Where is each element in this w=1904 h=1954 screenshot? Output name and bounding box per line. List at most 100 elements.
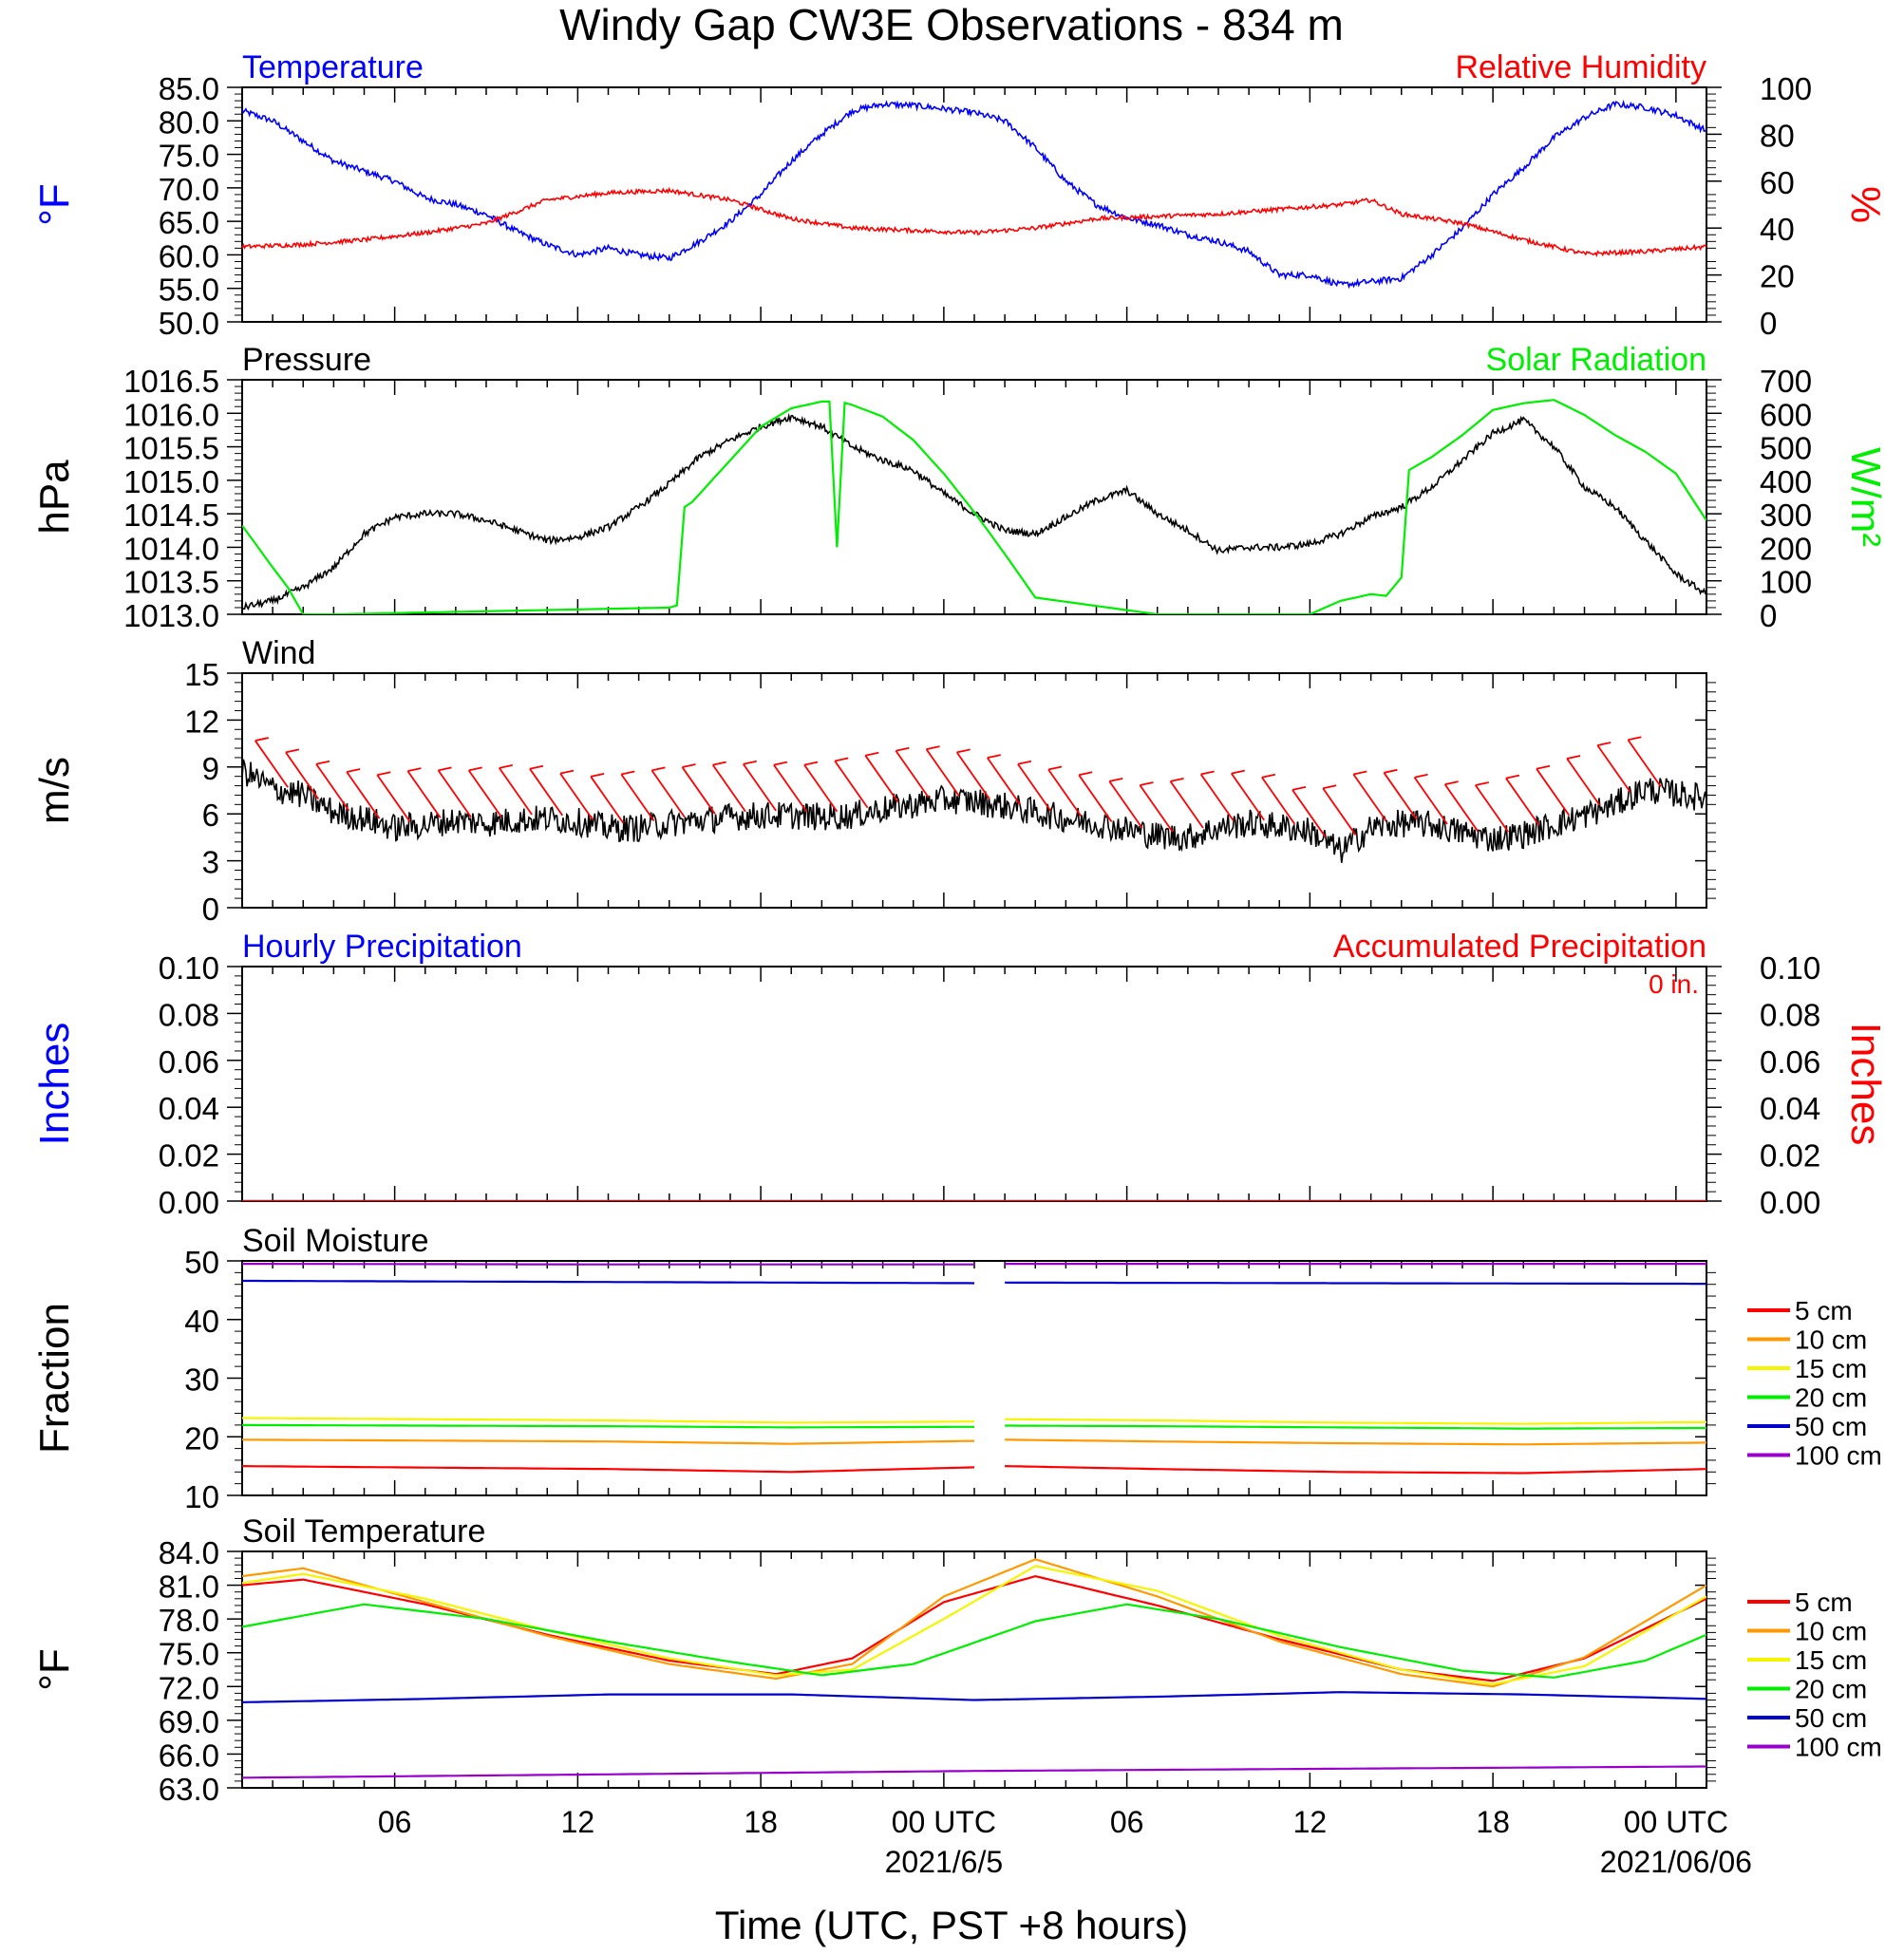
wind-barb-flag <box>1597 742 1612 746</box>
wind-barb-flag <box>468 766 482 772</box>
y-tick-label-left: 60.0 <box>159 238 219 273</box>
panel-6: 84.081.078.075.072.069.066.063.0 Soil Tem… <box>31 1513 1882 1807</box>
wind-barb <box>1291 789 1327 837</box>
wind-barb-flag <box>1353 770 1367 776</box>
y-tick-label-right: 0 <box>1760 306 1777 341</box>
panel-title-left: Hourly Precipitation <box>242 929 522 965</box>
legend-label: 15 cm <box>1795 1645 1867 1675</box>
panel-title-left: Temperature <box>242 49 424 85</box>
y-axis-label-left: Inches <box>31 1023 78 1146</box>
chart-title: Windy Gap CW3E Observations - 834 m <box>559 0 1344 49</box>
wind-barb-flag <box>346 768 361 773</box>
y-axis-label-left: °F <box>31 1648 78 1690</box>
y-tick-label-right: 600 <box>1760 397 1812 432</box>
y-tick-label-left: 1013.5 <box>123 565 219 600</box>
panel-frame <box>241 1550 1707 1789</box>
y-tick-label-right: 0.00 <box>1760 1185 1820 1220</box>
y-axis-label-right: Inches <box>1842 1023 1889 1146</box>
wind-barb <box>254 740 289 788</box>
panel-title-right: Accumulated Precipitation <box>1333 929 1706 965</box>
y-tick-label-left: 0.08 <box>159 997 219 1032</box>
y-tick-label-right: 0.06 <box>1760 1044 1820 1080</box>
series-line-100-cm <box>242 1263 1706 1266</box>
legend-label: 5 cm <box>1795 1588 1853 1617</box>
y-tick-label-right: 0.02 <box>1760 1138 1820 1174</box>
y-tick-label-left: 78.0 <box>159 1603 219 1638</box>
series-line-20-cm <box>242 1603 1706 1679</box>
y-tick-label-left: 1015.0 <box>123 464 219 499</box>
x-tick-label: 00 UTC <box>1624 1805 1728 1839</box>
y-tick-label-right: 0.10 <box>1760 950 1820 986</box>
wind-barb-flag <box>956 748 971 754</box>
y-tick-label-left: 20 <box>184 1420 219 1456</box>
y-tick-label-left: 10 <box>184 1479 219 1514</box>
legend-label: 20 cm <box>1795 1675 1867 1704</box>
y-tick-label-left: 1016.5 <box>123 364 219 399</box>
y-tick-label-left: 85.0 <box>159 71 219 106</box>
wind-barb-flag <box>1628 736 1642 742</box>
y-tick-label-right: 0.04 <box>1760 1091 1820 1126</box>
wind-barb <box>1017 763 1052 812</box>
wind-barb-flag <box>895 746 910 752</box>
panels-group: 85.080.075.070.065.060.055.050.010080604… <box>31 49 1889 1807</box>
y-tick-label-left: 1014.5 <box>123 498 219 533</box>
y-axis-label-left: hPa <box>31 460 78 535</box>
wind-barb <box>803 764 839 813</box>
x-axis-label: Time (UTC, PST +8 hours) <box>715 1903 1188 1947</box>
wind-barb <box>346 771 381 819</box>
y-tick-label-left: 0.00 <box>159 1185 219 1220</box>
wind-barb <box>955 751 990 800</box>
y-tick-label-left: 50.0 <box>159 306 219 341</box>
wind-barb-flag <box>285 748 300 754</box>
wind-barb <box>315 763 350 812</box>
y-tick-label-left: 0.04 <box>159 1091 219 1126</box>
wind-barb-flag <box>987 754 1001 760</box>
wind-barb-flag <box>1414 773 1428 779</box>
wind-barb-flag <box>1109 777 1123 782</box>
wind-barb <box>1261 777 1296 825</box>
x-tick-label: 00 UTC <box>892 1805 996 1839</box>
wind-barb-flag <box>1047 765 1063 771</box>
wind-barb-flag <box>1566 755 1581 760</box>
y-tick-label-left: 81.0 <box>159 1569 219 1605</box>
series-line-50-cm <box>242 1691 1706 1703</box>
y-tick-label-left: 65.0 <box>159 205 219 240</box>
panel-title-left: Soil Moisture <box>242 1223 429 1259</box>
y-tick-label-left: 1015.5 <box>123 431 219 466</box>
y-tick-label-left: 75.0 <box>159 139 219 174</box>
y-tick-label-left: 40 <box>184 1304 219 1339</box>
panel-frame <box>241 672 1707 909</box>
wind-barb-flag <box>621 770 635 776</box>
wind-barb <box>1505 778 1540 826</box>
wind-barb <box>1596 744 1631 793</box>
y-axis-label-right: % <box>1842 186 1889 223</box>
y-tick-label-left: 0.02 <box>159 1138 219 1174</box>
y-tick-label-right: 0 <box>1760 598 1777 633</box>
legend-label: 10 cm <box>1795 1325 1867 1355</box>
wind-barb <box>773 764 808 813</box>
y-axis-label-left: Fraction <box>31 1303 78 1454</box>
series-line-5-cm <box>242 1465 1706 1475</box>
y-tick-label-left: 50 <box>184 1245 219 1280</box>
y-tick-label-left: 3 <box>202 845 219 880</box>
y-tick-label-right: 40 <box>1760 212 1795 247</box>
wind-barb <box>1627 739 1662 787</box>
y-axis-label-right: W/m² <box>1842 447 1889 547</box>
wind-barb <box>499 767 533 816</box>
y-tick-label-left: 80.0 <box>159 104 219 140</box>
legend-label: 5 cm <box>1795 1296 1853 1325</box>
wind-barb-flag <box>712 761 726 766</box>
series-line-5-cm <box>242 1574 1706 1682</box>
wind-barb-flag <box>438 766 452 772</box>
wind-barb <box>1139 784 1174 833</box>
wind-barb <box>1475 784 1509 833</box>
wind-barb <box>743 763 777 812</box>
wind-barb <box>590 776 625 824</box>
y-tick-label-right: 500 <box>1760 431 1812 466</box>
series-line-wind <box>242 759 1706 863</box>
wind-barb <box>376 774 411 822</box>
wind-barb <box>1443 783 1479 832</box>
wind-barb <box>620 773 655 822</box>
